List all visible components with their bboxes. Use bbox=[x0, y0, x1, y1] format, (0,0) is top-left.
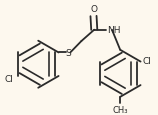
Text: NH: NH bbox=[107, 26, 121, 34]
Text: O: O bbox=[90, 5, 97, 14]
Text: Cl: Cl bbox=[143, 57, 152, 66]
Text: CH₃: CH₃ bbox=[112, 105, 128, 114]
Text: Cl: Cl bbox=[4, 74, 13, 83]
Text: S: S bbox=[66, 49, 71, 58]
